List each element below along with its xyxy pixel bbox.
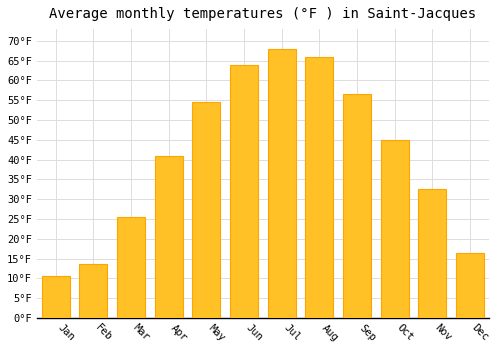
Bar [380,140,409,318]
Bar [154,156,183,318]
Bar [79,265,108,318]
Bar [117,217,145,318]
Bar [343,94,371,318]
Bar [456,253,484,318]
Title: Average monthly temperatures (°F ) in Saint-Jacques: Average monthly temperatures (°F ) in Sa… [50,7,476,21]
Bar [230,65,258,318]
Bar [418,189,446,318]
Bar [305,57,334,318]
Bar [42,276,70,318]
Bar [268,49,296,318]
Bar [192,102,220,318]
